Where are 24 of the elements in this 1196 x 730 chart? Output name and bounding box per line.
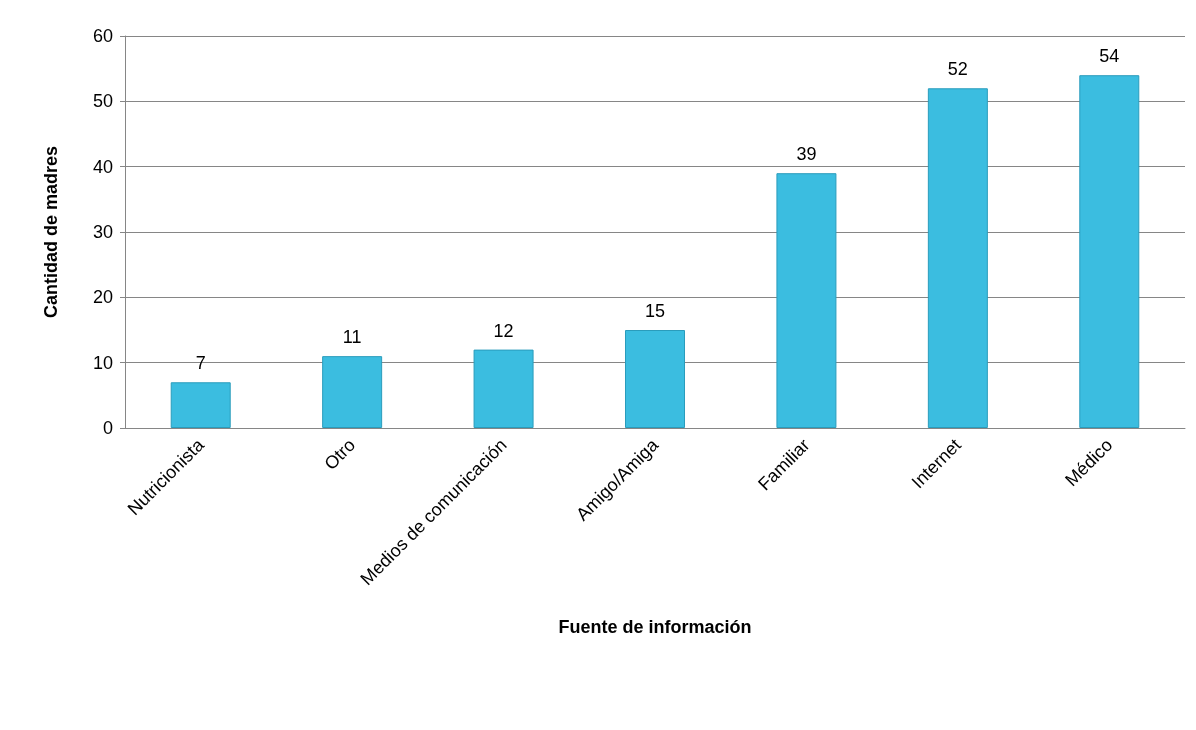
y-tick-label: 0: [102, 418, 113, 438]
data-label: 52: [947, 59, 968, 80]
y-tick-label: 10: [92, 352, 113, 373]
bar: [170, 382, 231, 428]
y-tick-label: 50: [92, 91, 113, 112]
x-tick-label: Otro: [320, 434, 360, 474]
x-axis-title: Fuente de información: [558, 617, 752, 637]
data-label: 11: [342, 327, 362, 348]
bar: [927, 88, 988, 428]
y-tick-label: 30: [92, 222, 113, 242]
bar: [1079, 75, 1140, 428]
bar: [322, 356, 383, 428]
bar: [473, 349, 534, 428]
data-label: 15: [644, 301, 666, 321]
data-label: 7: [195, 353, 206, 374]
bar: [625, 330, 685, 428]
bar: [776, 173, 837, 428]
data-label: 39: [796, 144, 817, 165]
y-axis-title: Cantidad de madres: [41, 145, 61, 319]
data-label: 12: [493, 320, 514, 341]
data-label: 54: [1099, 46, 1120, 67]
y-tick-label: 20: [92, 287, 113, 308]
y-tick-label: 40: [92, 156, 113, 177]
y-tick-label: 60: [92, 26, 113, 46]
